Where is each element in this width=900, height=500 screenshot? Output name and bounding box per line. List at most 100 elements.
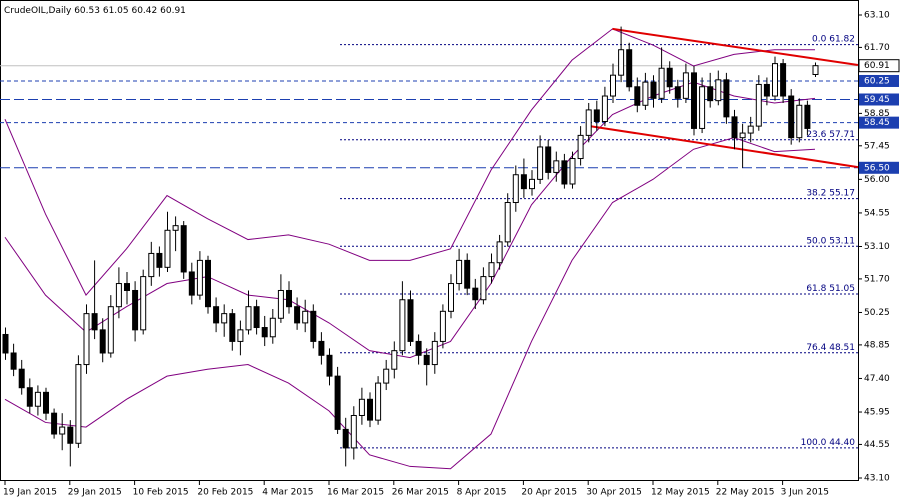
candle-body bbox=[423, 354, 430, 366]
level-box bbox=[859, 93, 899, 106]
y-tick-label: 43.10 bbox=[864, 474, 890, 484]
plot-frame bbox=[0, 0, 859, 481]
x-tick-label: 26 Mar 2015 bbox=[392, 488, 449, 498]
candle-body bbox=[213, 306, 220, 324]
candle-body bbox=[180, 225, 187, 273]
candle-body bbox=[277, 289, 284, 319]
candle-body bbox=[464, 259, 471, 289]
x-tick-label: 3 Jun 2015 bbox=[781, 488, 829, 498]
candle-body bbox=[51, 412, 58, 435]
fib-price: 61.82 bbox=[829, 34, 855, 44]
candle-body bbox=[334, 375, 341, 430]
x-tick-label: 16 Mar 2015 bbox=[327, 488, 384, 498]
x-tick-label: 4 Mar 2015 bbox=[262, 488, 313, 498]
x-tick-label: 20 Feb 2015 bbox=[197, 488, 253, 498]
y-tick-label: 45.95 bbox=[864, 408, 890, 418]
last-low: 60.42 bbox=[131, 6, 157, 16]
x-tick-label: 19 Jan 2015 bbox=[3, 488, 57, 498]
candle-body bbox=[561, 160, 568, 185]
level-label: 56.50 bbox=[864, 163, 890, 173]
last-open: 60.53 bbox=[74, 6, 100, 16]
candle-body bbox=[529, 178, 535, 190]
candle-body bbox=[642, 81, 649, 106]
fib-price: 53.11 bbox=[829, 236, 855, 246]
y-tick-label: 63.10 bbox=[864, 11, 890, 21]
candle-body bbox=[545, 146, 552, 173]
fib-ratio: 76.4 bbox=[806, 342, 826, 352]
candle-body bbox=[221, 313, 228, 324]
candle-body bbox=[480, 276, 487, 301]
candle-body bbox=[156, 252, 163, 268]
candle-body bbox=[342, 428, 349, 449]
candle-body bbox=[763, 83, 770, 97]
trendline bbox=[588, 124, 859, 169]
candle-body bbox=[205, 259, 211, 308]
candle-body bbox=[553, 160, 560, 173]
candle-body bbox=[650, 81, 657, 99]
candle-body bbox=[229, 313, 236, 342]
chart-header: CrudeOIL,Daily 60.53 61.05 60.42 60.91 bbox=[4, 6, 186, 16]
candle-body bbox=[91, 313, 98, 331]
candle-body bbox=[537, 146, 544, 180]
fib-label: 23.6 57.71 bbox=[806, 129, 855, 139]
candle-body bbox=[796, 104, 803, 139]
y-tick-label: 58.85 bbox=[864, 109, 890, 119]
candle-body bbox=[488, 262, 495, 278]
candle-body bbox=[237, 329, 244, 342]
y-tick-label: 61.70 bbox=[864, 43, 890, 53]
candle-body bbox=[326, 354, 333, 377]
candle-body bbox=[286, 289, 292, 308]
candle-body bbox=[585, 109, 592, 136]
candle-body bbox=[666, 67, 673, 88]
fib-ratio: 100.0 bbox=[801, 437, 827, 447]
candle-body bbox=[245, 306, 252, 331]
x-tick-label: 29 Jan 2015 bbox=[68, 488, 122, 498]
price-box bbox=[858, 59, 900, 73]
candle-body bbox=[261, 327, 268, 338]
candle-body bbox=[512, 174, 519, 204]
candle-body bbox=[383, 368, 390, 384]
fib-label: 0.0 61.82 bbox=[812, 34, 855, 44]
candle-body bbox=[318, 340, 325, 356]
candle-body bbox=[739, 132, 746, 139]
candle-body bbox=[132, 289, 139, 331]
y-tick-label: 44.55 bbox=[864, 440, 890, 450]
level-box bbox=[859, 116, 899, 129]
candle-body bbox=[747, 125, 754, 134]
levels-layer: 0.0 61.82 23.6 57.71 38.2 55.17 50.0 53.11 6… bbox=[0, 34, 858, 449]
candle-body bbox=[448, 283, 454, 312]
axis-layer: 63.10 61.70 60.25 58.85 57.45 56.00 54.55 53.10… bbox=[3, 11, 900, 498]
last-high: 61.05 bbox=[103, 6, 129, 16]
candle-body bbox=[699, 86, 706, 129]
candle-body bbox=[83, 313, 90, 366]
candle-body bbox=[148, 252, 155, 278]
level-label: 58.45 bbox=[864, 118, 890, 128]
candle-body bbox=[99, 329, 106, 354]
x-tick-label: 20 Apr 2015 bbox=[521, 488, 577, 498]
candle-body bbox=[26, 387, 33, 407]
candle-body bbox=[504, 202, 511, 243]
fib-price: 55.17 bbox=[829, 188, 855, 198]
level-box bbox=[859, 74, 899, 87]
candle-body bbox=[43, 391, 49, 414]
candle-body bbox=[682, 72, 689, 99]
candle-body bbox=[196, 259, 203, 296]
candle-body bbox=[172, 225, 179, 231]
fib-price: 44.40 bbox=[829, 437, 855, 447]
candle-body bbox=[415, 340, 422, 356]
candle-body bbox=[310, 310, 317, 342]
fib-label: 50.0 53.11 bbox=[806, 236, 855, 246]
candle-body bbox=[618, 49, 625, 76]
x-tick-label: 22 May 2015 bbox=[716, 488, 775, 498]
candle-body bbox=[626, 49, 633, 88]
candle-body bbox=[375, 382, 382, 421]
candle-body bbox=[577, 134, 584, 160]
candle-body bbox=[350, 414, 357, 449]
candle-body bbox=[302, 310, 309, 324]
y-tick-label: 56.00 bbox=[864, 175, 890, 185]
candle-body bbox=[431, 340, 438, 366]
candle-body bbox=[358, 398, 365, 416]
candle-body bbox=[253, 306, 260, 329]
candle-body bbox=[788, 95, 795, 139]
